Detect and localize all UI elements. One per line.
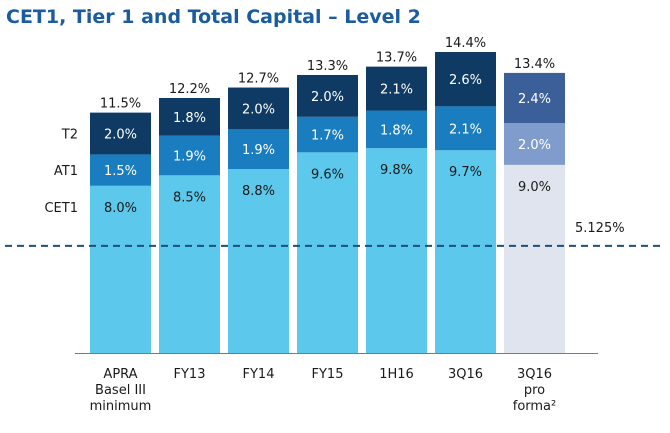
segment-value-label-cet1: 8.0% — [104, 201, 137, 216]
bar-segment-t2 — [159, 97, 220, 136]
segment-value-label-cet1: 8.8% — [242, 184, 275, 199]
bar-segment-cet1 — [159, 175, 220, 353]
segment-value-label-at1: 1.8% — [380, 123, 413, 138]
total-value-label: 12.2% — [169, 82, 210, 97]
segment-value-label-at1: 1.9% — [242, 143, 275, 158]
bar-segment-cet1 — [228, 169, 289, 353]
bar-segment-at1 — [435, 106, 496, 151]
segment-value-label-at1: 1.7% — [311, 129, 344, 144]
bar-segment-at1 — [366, 110, 427, 149]
segment-value-label-t2: 2.0% — [242, 102, 275, 117]
row-label-t2: T2 — [61, 128, 78, 143]
row-label-at1: AT1 — [54, 164, 78, 179]
category-label: FY15 — [312, 367, 344, 382]
category-label: APRA — [103, 367, 137, 382]
bar-segment-at1 — [228, 129, 289, 170]
bar-segment-t2 — [90, 112, 151, 155]
category-label: FY13 — [174, 367, 206, 382]
bar-segment-t2 — [504, 72, 565, 124]
bar-segment-cet1 — [504, 164, 565, 353]
category-label: forma² — [513, 399, 557, 414]
total-value-label: 12.7% — [238, 72, 279, 87]
category-label: pro — [524, 383, 545, 398]
bar-segment-at1 — [297, 116, 358, 153]
bar-segment-t2 — [366, 66, 427, 111]
segment-value-label-at1: 1.5% — [104, 164, 137, 179]
bar-segment-cet1 — [297, 152, 358, 353]
segment-value-label-t2: 1.8% — [173, 111, 206, 126]
bar-segment-cet1 — [435, 150, 496, 353]
category-label: minimum — [90, 399, 152, 414]
segment-value-label-cet1: 9.7% — [449, 165, 482, 180]
segment-value-label-at1: 2.1% — [449, 122, 482, 137]
reference-line-label: 5.125% — [575, 221, 625, 236]
segment-value-label-t2: 2.6% — [449, 73, 482, 88]
total-value-label: 14.4% — [445, 36, 486, 51]
bar-segment-t2 — [435, 52, 496, 107]
bar-segment-at1 — [159, 135, 220, 176]
bar-segment-at1 — [504, 123, 565, 165]
category-label: FY14 — [243, 367, 275, 382]
category-label: 3Q16 — [517, 367, 552, 382]
bar-segment-t2 — [297, 74, 358, 117]
category-label: 1H16 — [379, 367, 414, 382]
total-value-label: 13.4% — [514, 57, 555, 72]
segment-value-label-cet1: 9.8% — [380, 163, 413, 178]
segment-value-label-at1: 2.0% — [518, 138, 551, 153]
row-label-cet1: CET1 — [44, 201, 78, 216]
bar-segment-cet1 — [366, 148, 427, 353]
total-value-label: 13.3% — [307, 59, 348, 74]
total-value-label: 11.5% — [100, 97, 141, 112]
category-label: 3Q16 — [448, 367, 483, 382]
bar-segment-t2 — [228, 87, 289, 130]
bar-segment-cet1 — [90, 185, 151, 353]
segment-value-label-cet1: 8.5% — [173, 190, 206, 205]
segment-value-label-cet1: 9.6% — [311, 167, 344, 182]
segment-value-label-cet1: 9.0% — [518, 180, 551, 195]
segment-value-label-t2: 2.0% — [104, 128, 137, 143]
segment-value-label-t2: 2.0% — [311, 90, 344, 105]
chart-title: CET1, Tier 1 and Total Capital – Level 2 — [6, 6, 421, 28]
category-label: Basel III — [95, 383, 146, 398]
total-value-label: 13.7% — [376, 51, 417, 66]
segment-value-label-at1: 1.9% — [173, 149, 206, 164]
segment-value-label-t2: 2.1% — [380, 83, 413, 98]
bar-segment-at1 — [90, 154, 151, 186]
segment-value-label-t2: 2.4% — [518, 92, 551, 107]
